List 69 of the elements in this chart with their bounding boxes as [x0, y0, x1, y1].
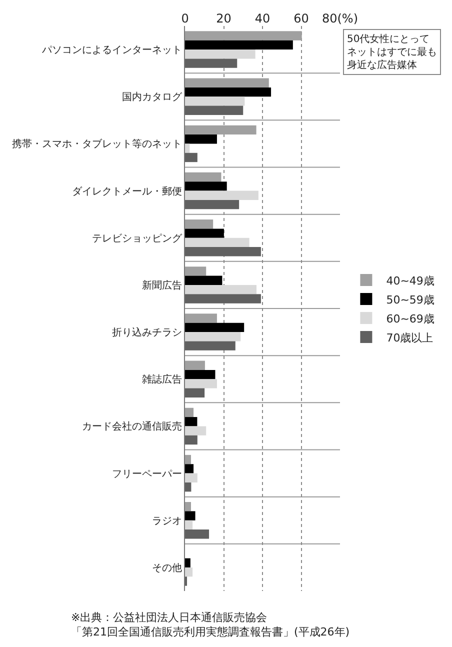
bar: [185, 78, 269, 88]
bar: [185, 106, 244, 115]
bar: [185, 31, 302, 40]
bar: [185, 96, 245, 106]
bar: [185, 332, 241, 342]
y-tick-label: カード会社の通信販売: [82, 420, 182, 433]
bar: [185, 58, 238, 68]
y-tick-label: 国内カタログ: [122, 91, 183, 104]
x-tick-label: 20: [216, 12, 232, 26]
x-tick-label: 60: [294, 12, 309, 26]
y-tick-label: 新聞広告: [142, 279, 182, 292]
bar: [185, 220, 214, 229]
bar: [185, 152, 198, 162]
y-tick-label: その他: [152, 562, 182, 574]
legend-label: 40~49歳: [386, 274, 434, 288]
y-tick-label: ラジオ: [152, 516, 182, 527]
bar: [185, 530, 210, 539]
bar: [185, 247, 261, 256]
bar: [185, 200, 240, 210]
bar: [185, 426, 206, 436]
x-tick-label: 40: [254, 12, 270, 26]
bar: [185, 482, 192, 492]
y-tick-label: パソコンによるインターネット: [41, 45, 182, 56]
bar: [185, 125, 256, 135]
bar: [185, 294, 261, 304]
bar: [185, 417, 198, 426]
bar: [185, 360, 205, 370]
bar: [185, 511, 196, 520]
bar: [185, 190, 258, 200]
text: 50代女性にとってネットはすでに最も身近な広告媒体: [347, 33, 437, 71]
y-tick-label: テレビショッピング: [92, 233, 183, 244]
y-tick-label: ダイレクトメール・郵便: [72, 185, 182, 198]
bar: [185, 567, 193, 577]
bar: [185, 370, 216, 380]
bar: [185, 284, 256, 294]
bar: [185, 520, 193, 530]
legend-label: 70歳以上: [386, 331, 434, 344]
bar: [185, 40, 293, 50]
x-tick-label: 0: [181, 12, 189, 26]
bar: [185, 182, 227, 191]
bar: [185, 473, 198, 482]
bar: [185, 266, 206, 276]
y-tick-label: 携帯・スマホ・タブレット等のネット: [12, 138, 182, 150]
y-tick-label: 雑誌広告: [142, 374, 182, 386]
bar: [185, 238, 250, 248]
bar: [185, 379, 217, 388]
bar: [185, 276, 222, 285]
bar: [185, 502, 192, 512]
bar: [185, 464, 194, 474]
bar: [185, 388, 205, 398]
y-tick-label: 折り込みチラシ: [112, 326, 182, 339]
bar: [185, 172, 222, 182]
x-tick-label: 80(%): [322, 12, 358, 26]
bar: [185, 558, 190, 568]
y-tick-label: フリーペーパー: [112, 468, 182, 480]
bar: [185, 87, 272, 97]
bar: [185, 341, 236, 350]
bar: [185, 228, 224, 238]
bar: [185, 50, 256, 59]
bar: [185, 134, 217, 144]
bar: [185, 454, 192, 464]
bar: [185, 314, 217, 323]
bar: [185, 144, 190, 153]
bar: [185, 322, 244, 332]
legend-label: 60~69歳: [386, 312, 434, 326]
bar: [185, 408, 194, 418]
legend-label: 50~59歳: [386, 293, 434, 306]
text: ※出典：公益社団法人日本通信販売協会「第21回全国通信販売利用実態調査報告書」(平成26年): [71, 611, 350, 638]
bar: [185, 435, 198, 445]
